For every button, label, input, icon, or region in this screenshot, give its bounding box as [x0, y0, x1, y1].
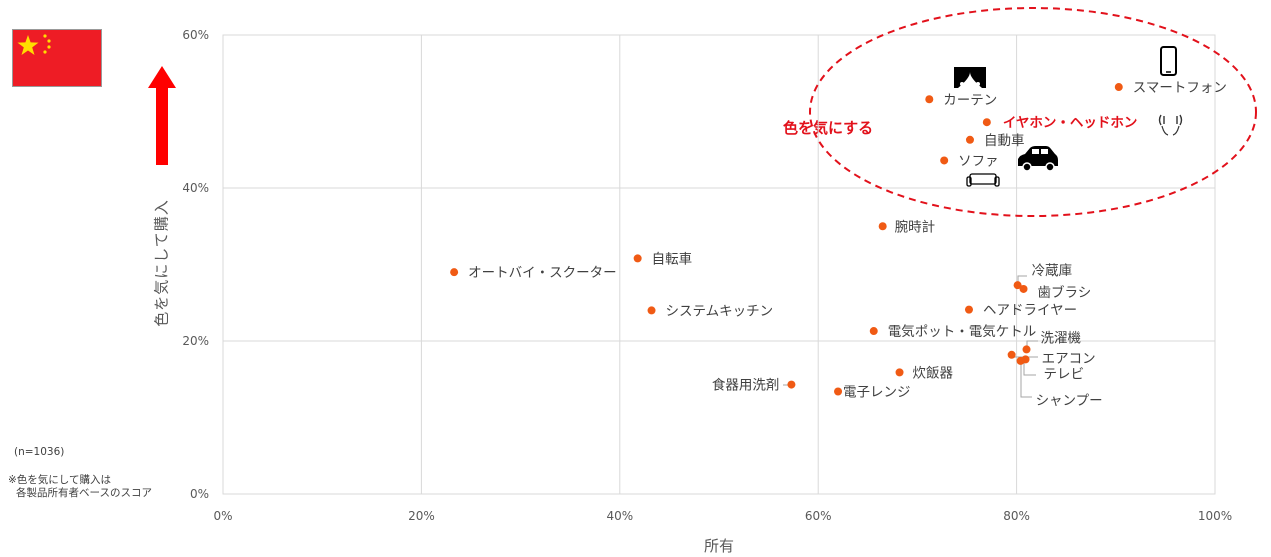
y-tick-label: 0%	[190, 487, 209, 501]
point-label: 食器用洗剤	[712, 377, 780, 394]
data-point	[895, 368, 904, 377]
x-tick-label: 0%	[213, 509, 232, 523]
highlight-ellipse	[809, 7, 1257, 217]
sofa-icon	[966, 173, 1000, 187]
x-tick-label: 40%	[606, 509, 633, 523]
sample-size-note: (n=1036)	[14, 446, 65, 458]
data-point	[1019, 284, 1028, 293]
x-tick-label: 60%	[805, 509, 832, 523]
plot-area	[222, 34, 1216, 495]
smartphone-icon	[1160, 46, 1177, 76]
footnote-line-1: ※色を気にして購入は	[8, 474, 111, 486]
data-point	[1114, 83, 1123, 92]
data-point	[964, 305, 973, 314]
point-label: 洗濯機	[1041, 330, 1082, 346]
point-label: 炊飯器	[913, 365, 954, 381]
point-label: 電子レンジ	[843, 384, 911, 400]
china-flag-icon	[12, 29, 102, 87]
data-point	[1007, 350, 1016, 359]
point-label: オートバイ・スクーター	[468, 265, 617, 281]
earphones-icon	[1158, 114, 1183, 136]
point-label: スマートフォン	[1133, 80, 1227, 96]
up-arrow-icon	[148, 66, 176, 165]
leader-line	[1023, 362, 1036, 376]
data-point	[940, 156, 949, 165]
data-point	[869, 327, 878, 336]
highlight-annotation: 色を気にする	[783, 119, 874, 137]
point-label: ヘアドライヤー	[983, 303, 1077, 319]
y-tick-label: 40%	[182, 181, 209, 195]
point-label: 冷蔵庫	[1032, 263, 1073, 279]
data-point	[1022, 345, 1031, 354]
point-label: 自転車	[652, 251, 693, 267]
x-axis-label: 所有	[703, 537, 735, 555]
data-point	[834, 387, 843, 396]
data-point	[633, 254, 642, 263]
y-tick-label: 60%	[182, 28, 209, 42]
data-point	[1016, 356, 1025, 365]
data-point	[878, 222, 887, 231]
x-tick-label: 20%	[408, 509, 435, 523]
point-label: 自動車	[984, 133, 1025, 149]
x-tick-label: 80%	[1003, 509, 1030, 523]
point-label: カーテン	[943, 92, 997, 108]
curtain-icon	[954, 67, 986, 88]
footnote-line-2: 各製品所有者ベースのスコア	[16, 487, 152, 499]
data-point	[1013, 281, 1022, 290]
point-label: ソファ	[958, 153, 999, 169]
x-tick-label: 100%	[1198, 509, 1232, 523]
y-tick-label: 20%	[182, 334, 209, 348]
point-label: 歯ブラシ	[1038, 284, 1092, 301]
point-label: シャンプー	[1036, 393, 1103, 409]
point-label: イヤホン・ヘッドホン	[1003, 115, 1138, 131]
data-point	[925, 95, 934, 104]
data-point	[982, 118, 991, 127]
point-label: システムキッチン	[666, 303, 774, 319]
data-point	[787, 380, 796, 389]
data-point	[450, 268, 459, 277]
leader-line	[1020, 363, 1032, 398]
data-point	[965, 135, 974, 144]
car-icon	[1018, 146, 1058, 172]
data-point	[647, 306, 656, 315]
point-label: 腕時計	[895, 219, 936, 235]
point-label: テレビ	[1044, 366, 1085, 382]
point-label: 電気ポット・電気ケトル	[888, 324, 1036, 340]
point-label: エアコン	[1042, 351, 1096, 367]
